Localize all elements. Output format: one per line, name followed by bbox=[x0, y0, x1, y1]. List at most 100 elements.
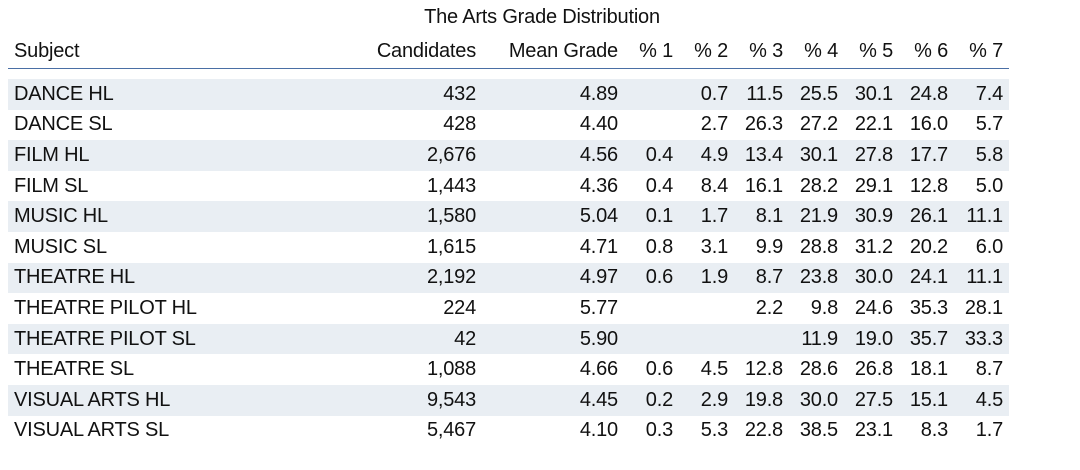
cell-pct-7: 33.3 bbox=[964, 327, 1003, 350]
cell-pct-2 bbox=[679, 293, 734, 324]
cell-pct-2: 1.7 bbox=[700, 205, 728, 228]
cell-subject: THEATRE SL bbox=[14, 358, 134, 381]
cell-mean-grade: 4.89 bbox=[579, 82, 618, 105]
cell-pct-7: 11.1 bbox=[966, 266, 1003, 289]
cell-pct-2: 8.4 bbox=[700, 174, 728, 197]
header-pct-7: % 7 bbox=[969, 39, 1003, 62]
cell-pct-2: 0.7 bbox=[700, 82, 728, 105]
cell-pct-3: 13.4 bbox=[744, 143, 783, 166]
header-pct-6: % 6 bbox=[914, 39, 948, 62]
header-pct-5: % 5 bbox=[859, 39, 893, 62]
table-row: DANCE HL 432 4.89 0.7 11.5 25.5 30.1 24.… bbox=[8, 79, 1009, 110]
cell-pct-2: 2.7 bbox=[700, 113, 728, 136]
cell-pct-4: 21.9 bbox=[799, 205, 838, 228]
header-subject: Subject bbox=[14, 39, 80, 62]
cell-pct-7: 11.1 bbox=[966, 205, 1003, 228]
cell-pct-6: 17.7 bbox=[909, 143, 948, 166]
cell-pct-7: 5.7 bbox=[975, 113, 1003, 136]
cell-candidates: 9,543 bbox=[426, 388, 476, 411]
cell-pct-7: 5.0 bbox=[975, 174, 1003, 197]
cell-subject: DANCE HL bbox=[14, 82, 114, 105]
cell-pct-4: 9.8 bbox=[810, 296, 838, 319]
cell-pct-3: 8.1 bbox=[755, 205, 783, 228]
cell-pct-7: 5.8 bbox=[975, 143, 1003, 166]
cell-pct-4: 28.8 bbox=[799, 235, 838, 258]
cell-pct-4: 28.6 bbox=[799, 358, 838, 381]
header-pct-2: % 2 bbox=[694, 39, 728, 62]
cell-pct-7: 7.4 bbox=[975, 82, 1003, 105]
header-mean-grade: Mean Grade bbox=[508, 39, 618, 62]
header-pct-3: % 3 bbox=[749, 39, 783, 62]
cell-pct-1: 0.6 bbox=[645, 266, 673, 289]
cell-pct-6: 16.0 bbox=[909, 113, 948, 136]
cell-pct-3: 2.2 bbox=[755, 296, 783, 319]
cell-pct-5: 27.5 bbox=[854, 388, 893, 411]
table-row: THEATRE PILOT SL 42 5.90 11.9 19.0 35.7 … bbox=[8, 323, 1009, 355]
cell-pct-5: 30.9 bbox=[854, 205, 893, 228]
table-row: THEATRE SL 1,088 4.66 0.6 4.5 12.8 28.6 … bbox=[8, 354, 1009, 385]
cell-mean-grade: 4.97 bbox=[579, 266, 618, 289]
cell-pct-3: 9.9 bbox=[755, 235, 783, 258]
cell-pct-3: 22.8 bbox=[744, 419, 783, 442]
cell-pct-3: 11.5 bbox=[746, 82, 783, 105]
cell-candidates: 1,443 bbox=[426, 174, 476, 197]
cell-subject: THEATRE PILOT HL bbox=[14, 296, 197, 319]
cell-pct-5: 24.6 bbox=[854, 296, 893, 319]
cell-pct-7: 8.7 bbox=[975, 358, 1003, 381]
cell-pct-1 bbox=[624, 110, 679, 141]
header-row: Subject Candidates Mean Grade % 1 % 2 % … bbox=[8, 34, 1009, 69]
cell-pct-4: 27.2 bbox=[799, 113, 838, 136]
header-pct-4: % 4 bbox=[804, 39, 838, 62]
cell-subject: FILM HL bbox=[14, 143, 90, 166]
table-row: VISUAL ARTS HL 9,543 4.45 0.2 2.9 19.8 3… bbox=[8, 384, 1009, 416]
cell-pct-3: 8.7 bbox=[755, 266, 783, 289]
cell-pct-6: 8.3 bbox=[920, 419, 948, 442]
cell-pct-5: 29.1 bbox=[854, 174, 893, 197]
cell-pct-4: 30.1 bbox=[799, 143, 838, 166]
cell-mean-grade: 5.04 bbox=[579, 205, 618, 228]
cell-pct-2: 5.3 bbox=[700, 419, 728, 442]
cell-mean-grade: 4.10 bbox=[579, 419, 618, 442]
table-row: FILM HL 2,676 4.56 0.4 4.9 13.4 30.1 27.… bbox=[8, 140, 1009, 171]
cell-candidates: 224 bbox=[443, 296, 476, 319]
cell-pct-2: 1.9 bbox=[700, 266, 728, 289]
cell-pct-1: 0.8 bbox=[645, 235, 673, 258]
cell-pct-6: 35.3 bbox=[909, 296, 948, 319]
table-row: MUSIC SL 1,615 4.71 0.8 3.1 9.9 28.8 31.… bbox=[8, 232, 1009, 263]
cell-pct-2: 3.1 bbox=[700, 235, 728, 258]
cell-pct-3: 16.1 bbox=[744, 174, 783, 197]
cell-pct-1: 0.6 bbox=[645, 358, 673, 381]
cell-candidates: 1,088 bbox=[426, 358, 476, 381]
cell-mean-grade: 4.66 bbox=[579, 358, 618, 381]
cell-pct-1: 0.4 bbox=[645, 174, 673, 197]
cell-mean-grade: 5.90 bbox=[579, 327, 618, 350]
cell-pct-2 bbox=[679, 324, 734, 355]
cell-pct-1 bbox=[624, 79, 679, 110]
cell-mean-grade: 5.77 bbox=[579, 296, 618, 319]
cell-subject: THEATRE PILOT SL bbox=[14, 327, 196, 350]
cell-candidates: 2,192 bbox=[426, 266, 476, 289]
cell-pct-6: 24.1 bbox=[909, 266, 948, 289]
table-row: DANCE SL 428 4.40 2.7 26.3 27.2 22.1 16.… bbox=[8, 110, 1009, 141]
cell-pct-3: 19.8 bbox=[744, 388, 783, 411]
cell-pct-4: 25.5 bbox=[799, 82, 838, 105]
table-row: VISUAL ARTS SL 5,467 4.10 0.3 5.3 22.8 3… bbox=[8, 416, 1009, 447]
cell-pct-5: 31.2 bbox=[854, 235, 893, 258]
cell-candidates: 432 bbox=[443, 82, 476, 105]
table-row: THEATRE PILOT HL 224 5.77 2.2 9.8 24.6 3… bbox=[8, 293, 1009, 324]
cell-pct-6: 26.1 bbox=[909, 205, 948, 228]
cell-pct-6: 24.8 bbox=[909, 82, 948, 105]
cell-mean-grade: 4.36 bbox=[579, 174, 618, 197]
cell-pct-4: 23.8 bbox=[799, 266, 838, 289]
cell-candidates: 1,580 bbox=[426, 205, 476, 228]
cell-pct-3: 12.8 bbox=[744, 358, 783, 381]
cell-subject: VISUAL ARTS HL bbox=[14, 388, 171, 411]
cell-mean-grade: 4.45 bbox=[579, 388, 618, 411]
cell-subject: VISUAL ARTS SL bbox=[14, 419, 170, 442]
table-row: THEATRE HL 2,192 4.97 0.6 1.9 8.7 23.8 3… bbox=[8, 262, 1009, 294]
cell-subject: DANCE SL bbox=[14, 113, 113, 136]
cell-mean-grade: 4.56 bbox=[579, 143, 618, 166]
cell-pct-7: 28.1 bbox=[964, 296, 1003, 319]
cell-candidates: 5,467 bbox=[426, 419, 476, 442]
cell-pct-7: 4.5 bbox=[975, 388, 1003, 411]
